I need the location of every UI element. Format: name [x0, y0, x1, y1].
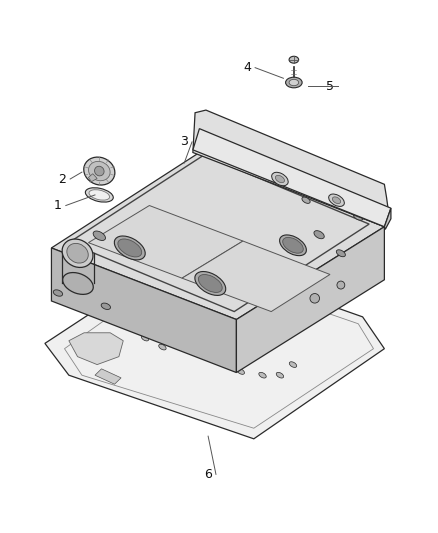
Ellipse shape	[85, 188, 113, 202]
Ellipse shape	[337, 281, 345, 289]
Ellipse shape	[67, 244, 88, 263]
Polygon shape	[88, 174, 97, 182]
Ellipse shape	[279, 235, 306, 256]
Text: 4: 4	[244, 61, 251, 74]
Ellipse shape	[276, 175, 284, 183]
Ellipse shape	[272, 172, 288, 185]
Ellipse shape	[84, 157, 115, 185]
Ellipse shape	[63, 272, 93, 294]
Polygon shape	[182, 241, 330, 312]
Ellipse shape	[88, 161, 110, 181]
Polygon shape	[64, 264, 374, 428]
Ellipse shape	[276, 373, 284, 378]
Polygon shape	[237, 227, 385, 373]
Ellipse shape	[93, 231, 106, 240]
Polygon shape	[385, 208, 391, 229]
Polygon shape	[51, 248, 237, 373]
Ellipse shape	[289, 79, 299, 86]
Ellipse shape	[286, 77, 302, 88]
Ellipse shape	[53, 290, 63, 296]
Ellipse shape	[289, 362, 297, 367]
Text: 2: 2	[58, 173, 66, 185]
Ellipse shape	[198, 274, 222, 293]
Ellipse shape	[237, 369, 244, 374]
Text: 6: 6	[204, 468, 212, 481]
Ellipse shape	[159, 344, 166, 350]
Polygon shape	[88, 206, 243, 278]
Ellipse shape	[259, 373, 266, 378]
Ellipse shape	[328, 194, 344, 206]
Ellipse shape	[89, 190, 110, 200]
Ellipse shape	[302, 197, 310, 204]
Polygon shape	[45, 253, 385, 439]
Ellipse shape	[195, 271, 226, 295]
Ellipse shape	[314, 231, 324, 239]
Ellipse shape	[141, 335, 149, 341]
Ellipse shape	[353, 212, 364, 220]
Polygon shape	[51, 152, 385, 319]
Ellipse shape	[336, 250, 346, 257]
Text: 1: 1	[54, 199, 62, 212]
Polygon shape	[193, 110, 389, 227]
Ellipse shape	[101, 303, 110, 310]
Ellipse shape	[289, 56, 299, 63]
Ellipse shape	[114, 236, 145, 260]
Polygon shape	[95, 369, 121, 384]
Ellipse shape	[62, 239, 93, 268]
Text: 3: 3	[180, 135, 188, 148]
Ellipse shape	[332, 197, 341, 204]
Ellipse shape	[124, 325, 131, 330]
Polygon shape	[69, 333, 123, 365]
Ellipse shape	[283, 237, 303, 253]
Ellipse shape	[310, 294, 320, 303]
Polygon shape	[193, 128, 391, 227]
Text: 5: 5	[326, 80, 334, 93]
Ellipse shape	[95, 166, 104, 176]
Ellipse shape	[118, 239, 142, 257]
